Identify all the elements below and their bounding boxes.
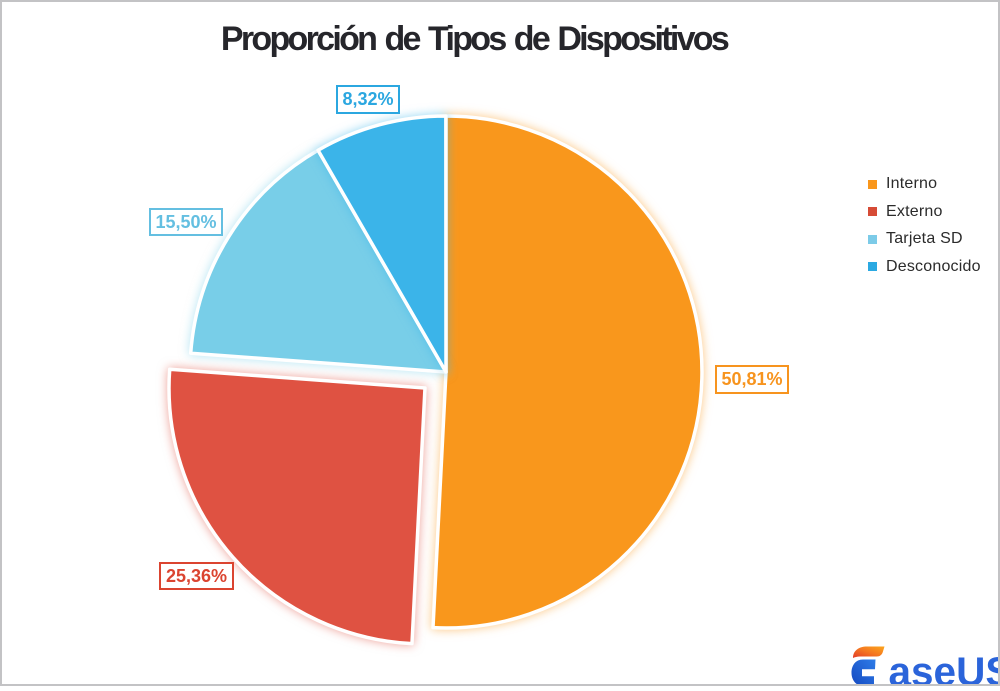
svg-text:aseUS: aseUS bbox=[889, 649, 1000, 691]
